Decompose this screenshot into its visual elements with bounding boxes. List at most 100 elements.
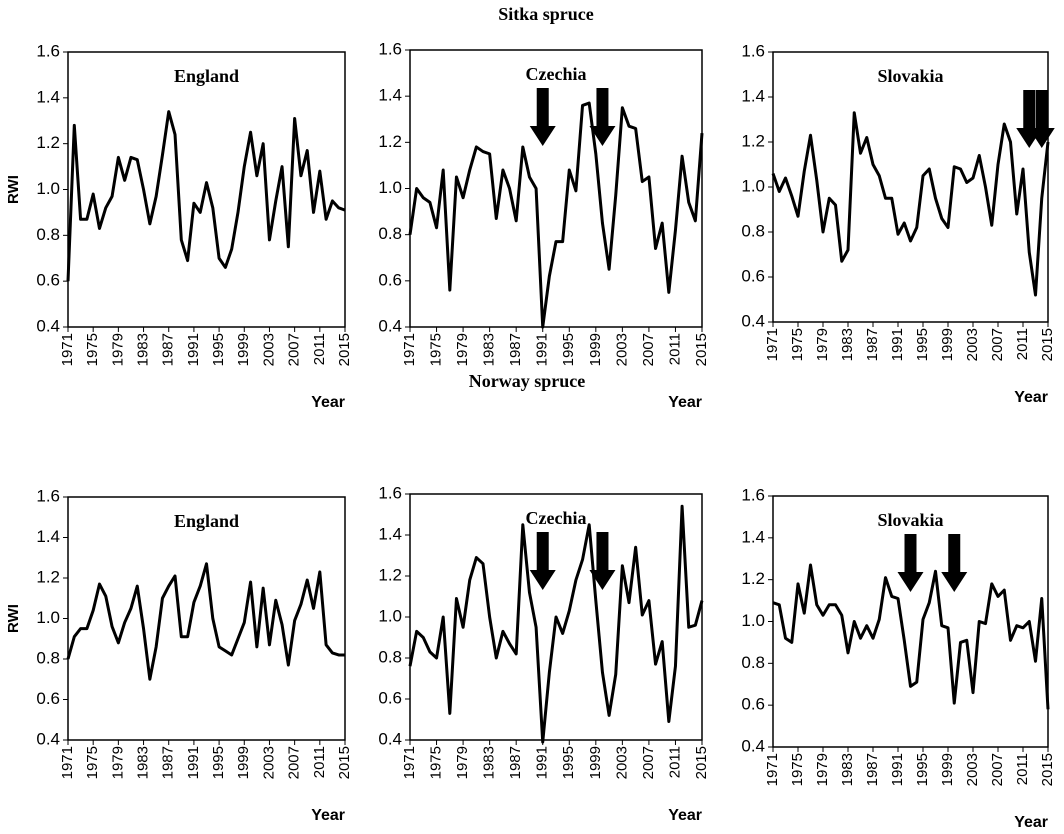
x-tick-label: 2007 (640, 333, 657, 366)
x-axis-label: Year (668, 807, 702, 824)
y-tick-label: 0.8 (378, 224, 402, 243)
x-tick-label: 1987 (160, 746, 177, 779)
arrow (589, 88, 616, 146)
x-tick-label: 2015 (693, 746, 710, 779)
y-tick-label: 1.6 (378, 483, 402, 502)
data-line (771, 111, 1050, 297)
y-tick-label: 0.4 (378, 729, 402, 748)
plot-label: England (174, 511, 239, 531)
y-tick-label: 1.2 (741, 131, 765, 150)
x-tick-label: 2007 (286, 333, 303, 366)
x-tick-label: 2015 (1039, 328, 1056, 361)
group-title: Norway spruce (469, 371, 585, 391)
y-tick-label: 1.6 (36, 486, 60, 505)
x-tick-label: 1971 (764, 753, 781, 786)
x-axis-label: Year (311, 807, 345, 824)
x-tick-label: 1979 (814, 753, 831, 786)
x-tick-label: 1979 (454, 333, 471, 366)
y-tick-label: 0.8 (36, 225, 60, 244)
x-tick-label: 1983 (481, 746, 498, 779)
x-tick-label: 1999 (235, 333, 252, 366)
group-title: Sitka spruce (498, 4, 594, 24)
data-line (66, 110, 346, 282)
y-tick-label: 0.4 (378, 316, 402, 335)
x-tick-label: 1999 (939, 328, 956, 361)
x-tick-label: 1991 (534, 333, 551, 366)
data-line (408, 504, 704, 744)
y-tick-label: 1.2 (378, 132, 402, 151)
y-tick-label: 1.0 (741, 176, 765, 195)
y-tick-label: 0.6 (378, 688, 402, 707)
y-tick-label: 1.4 (36, 527, 60, 546)
x-tick-label: 2011 (311, 333, 328, 365)
x-tick-label: 1971 (59, 746, 76, 779)
x-tick-label: 1987 (864, 753, 881, 786)
x-tick-label: 1979 (814, 328, 831, 361)
y-tick-label: 0.8 (36, 648, 60, 667)
y-tick-label: 1.6 (36, 41, 60, 60)
x-axis-label: Year (1014, 389, 1048, 406)
x-tick-label: 2003 (260, 746, 277, 779)
x-tick-label: 1991 (185, 746, 202, 779)
x-tick-label: 1971 (59, 333, 76, 366)
y-tick-label: 0.4 (36, 729, 60, 748)
y-tick-label: 1.0 (36, 179, 60, 198)
x-tick-label: 1975 (789, 328, 806, 361)
y-tick-label: 1.2 (36, 133, 60, 152)
x-tick-label: 1991 (889, 328, 906, 361)
x-tick-label: 1995 (914, 753, 931, 786)
y-tick-label: 0.6 (36, 271, 60, 290)
x-tick-label: 1971 (401, 333, 418, 366)
y-tick-label: 1.2 (741, 569, 765, 588)
data-line (408, 101, 704, 329)
y-tick-label: 1.0 (741, 611, 765, 630)
x-tick-label: 1979 (454, 746, 471, 779)
arrow (529, 88, 556, 146)
data-line (772, 563, 1050, 710)
x-tick-label: 2015 (693, 333, 710, 366)
y-tick-label: 1.4 (378, 86, 402, 105)
x-tick-label: 1999 (235, 746, 252, 779)
x-tick-label: 1979 (109, 333, 126, 366)
arrow (1028, 90, 1055, 148)
x-tick-label: 2007 (989, 753, 1006, 786)
x-tick-label: 1971 (401, 746, 418, 779)
y-axis-label: RWI (5, 175, 22, 204)
x-tick-label: 2011 (311, 746, 328, 778)
plot-label: Slovakia (877, 66, 943, 86)
y-tick-label: 0.8 (741, 221, 765, 240)
x-tick-label: 2003 (964, 328, 981, 361)
x-tick-label: 1975 (84, 333, 101, 366)
x-tick-label: 1995 (914, 328, 931, 361)
x-tick-label: 1995 (210, 333, 227, 366)
x-tick-label: 2011 (666, 333, 683, 365)
y-tick-label: 1.0 (36, 608, 60, 627)
y-tick-label: 0.4 (741, 311, 765, 330)
x-tick-label: 2015 (336, 333, 353, 366)
y-tick-label: 1.0 (378, 606, 402, 625)
x-tick-label: 1975 (789, 753, 806, 786)
data-line (66, 562, 345, 681)
x-tick-label: 1971 (764, 328, 781, 361)
x-tick-label: 1995 (560, 746, 577, 779)
y-tick-label: 0.8 (741, 653, 765, 672)
x-tick-label: 2003 (964, 753, 981, 786)
x-tick-label: 2007 (286, 746, 303, 779)
y-tick-label: 1.4 (36, 87, 60, 106)
x-tick-label: 1991 (534, 746, 551, 779)
y-tick-label: 1.6 (378, 39, 402, 58)
x-tick-label: 1995 (560, 333, 577, 366)
x-tick-label: 1999 (587, 333, 604, 366)
y-tick-label: 1.6 (741, 41, 765, 60)
x-tick-label: 2011 (666, 746, 683, 778)
x-tick-label: 2011 (1014, 328, 1031, 360)
x-tick-label: 1987 (507, 746, 524, 779)
x-tick-label: 2003 (613, 333, 630, 366)
x-tick-label: 1991 (185, 333, 202, 366)
x-tick-label: 2003 (613, 746, 630, 779)
x-tick-label: 1979 (109, 746, 126, 779)
y-tick-label: 1.4 (741, 527, 765, 546)
y-tick-label: 1.4 (741, 86, 765, 105)
arrow (529, 532, 556, 590)
